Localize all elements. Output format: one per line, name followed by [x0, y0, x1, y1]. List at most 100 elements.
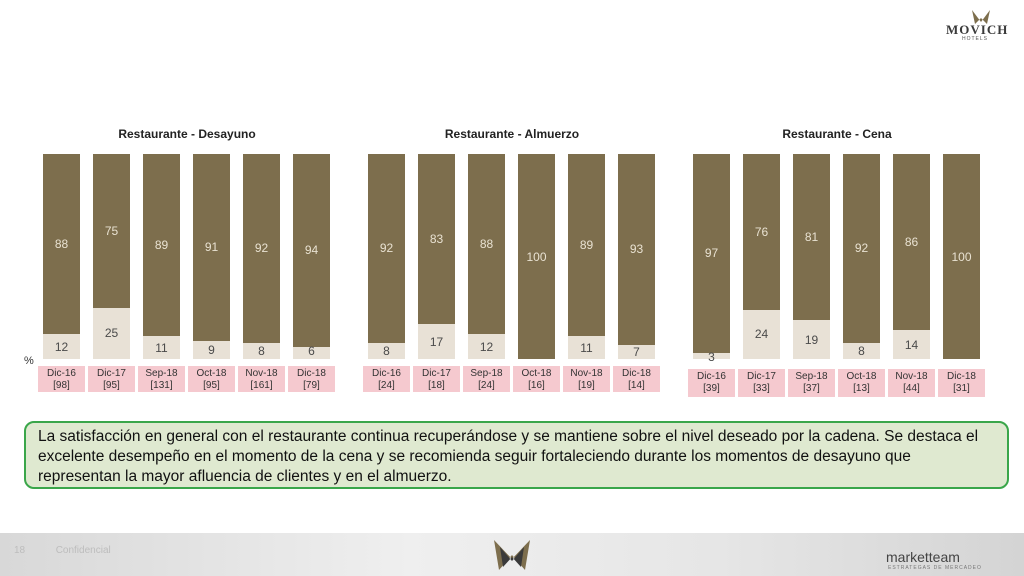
bar-bottom-segment — [93, 307, 130, 359]
bar-bottom-value: 3 — [708, 349, 715, 364]
bar-top-value: 81 — [804, 230, 819, 245]
movich-logo-icon — [972, 10, 990, 24]
bar-bottom-value: 24 — [754, 327, 769, 342]
bar-top-value: 89 — [579, 238, 594, 253]
bar-top-value: 97 — [704, 246, 719, 261]
category-name: Nov-18 — [895, 371, 928, 382]
bar-bottom-segment — [893, 330, 930, 359]
category-label: Dic-18 [79] — [288, 366, 335, 392]
bar: 92 8 — [368, 154, 405, 359]
bar-bottom-value: 8 — [258, 343, 265, 358]
category-name: Sep-18 — [145, 368, 178, 379]
category-label: Dic-18 [14] — [613, 366, 660, 392]
category-name: Dic-18 — [297, 368, 326, 379]
category-name: Nov-18 — [245, 368, 278, 379]
category-name: Dic-16 — [697, 371, 726, 382]
bar-top-value: 94 — [304, 243, 319, 258]
comment-box: La satisfacción en general con el restau… — [24, 421, 1009, 489]
bar-bottom-value: 6 — [308, 343, 315, 358]
sample-size: [33] — [753, 383, 770, 394]
bar: 83 17 — [418, 154, 455, 359]
bar: 76 24 — [743, 154, 780, 359]
brand-sub: HOTELS — [962, 36, 989, 42]
sample-size: [18] — [428, 380, 445, 391]
bar-top-value: 76 — [754, 224, 769, 239]
bar-bottom-value: 8 — [383, 343, 390, 358]
category-name: Oct-18 — [521, 368, 552, 379]
bar-bottom-value: 14 — [904, 337, 919, 352]
category-name: Dic-17 — [97, 368, 126, 379]
category-name: Nov-18 — [570, 368, 603, 379]
bar-bottom-value: 19 — [804, 332, 819, 347]
sample-size: [31] — [953, 383, 970, 394]
bar-bottom-segment — [293, 346, 330, 359]
category-name: Dic-16 — [47, 368, 76, 379]
sample-size: [37] — [803, 383, 820, 394]
bar: 100 — [518, 154, 555, 359]
category-label: Nov-18 [19] — [563, 366, 610, 392]
bar-top-segment — [618, 154, 655, 345]
bar-bottom-value: 25 — [104, 326, 119, 341]
bar-bottom-value: 8 — [858, 343, 865, 358]
bar-bottom-segment — [418, 324, 455, 359]
chart-title: Restaurante - Almuerzo — [444, 127, 580, 141]
category-label: Dic-17 [33] — [738, 369, 785, 397]
bar-top-segment — [418, 154, 455, 325]
bar-top-segment — [93, 154, 130, 308]
bar-bottom-segment — [693, 352, 730, 359]
category-name: Dic-18 — [622, 368, 651, 379]
category-label: Dic-17 [95] — [88, 366, 135, 392]
bar-top-segment — [193, 154, 230, 341]
bar-bottom-value: 11 — [155, 340, 168, 355]
category-name: Dic-18 — [947, 371, 976, 382]
percent-symbol: % — [24, 355, 34, 367]
footer — [0, 533, 1024, 576]
bar-bottom-segment — [243, 342, 280, 359]
sample-size: [131] — [150, 380, 173, 391]
bar-bottom-segment — [468, 334, 505, 359]
bar-bottom-value: 17 — [429, 334, 444, 349]
sample-size: [19] — [578, 380, 595, 391]
bar-top-segment — [243, 154, 280, 343]
confidential-text: Confidencial — [55, 545, 111, 556]
bar-bottom-segment — [43, 334, 80, 359]
category-name: Oct-18 — [196, 368, 227, 379]
bar-bottom-value: 9 — [208, 342, 215, 357]
bar: 88 12 — [468, 154, 505, 359]
footer-brand: marketteam — [886, 549, 960, 565]
bar-top-value: 89 — [154, 238, 169, 253]
sample-size: [13] — [853, 383, 870, 394]
bar-top-value: 83 — [429, 232, 444, 247]
bar: 91 9 — [193, 154, 230, 359]
category-label: Dic-16 [24] — [363, 366, 410, 392]
bar-top-segment — [943, 154, 980, 359]
sample-size: [16] — [528, 380, 545, 391]
bar-top-segment — [843, 154, 880, 343]
bar-top-value: 100 — [951, 249, 972, 264]
bar: 86 14 — [893, 154, 930, 359]
category-name: Dic-17 — [747, 371, 776, 382]
category-label: Dic-18 [31] — [938, 369, 985, 397]
bar-top-segment — [293, 154, 330, 347]
bar-top-segment — [143, 154, 180, 337]
bar-top-segment — [468, 154, 505, 335]
bar-top-segment — [568, 154, 605, 337]
bar: 97 3 — [693, 154, 730, 364]
category-label: Oct-18 [16] — [513, 366, 560, 392]
category-label: Dic-17 [18] — [413, 366, 460, 392]
bar-top-value: 92 — [379, 241, 394, 256]
sample-size: [44] — [903, 383, 920, 394]
sample-size: [24] — [478, 380, 495, 391]
bar: 92 8 — [243, 154, 280, 359]
bar-bottom-value: 11 — [580, 340, 593, 355]
sample-size: [98] — [53, 380, 70, 391]
sample-size: [79] — [303, 380, 320, 391]
category-name: Sep-18 — [795, 371, 828, 382]
bar: 81 19 — [793, 154, 830, 359]
category-name: Sep-18 — [470, 368, 503, 379]
sample-size: [39] — [703, 383, 720, 394]
category-label: Sep-18 [24] — [463, 366, 510, 392]
bar: 89 11 — [143, 154, 180, 359]
category-label: Sep-18 [37] — [788, 369, 835, 397]
footer-brand-sub: ESTRATEGAS DE MERCADEO — [888, 565, 982, 571]
